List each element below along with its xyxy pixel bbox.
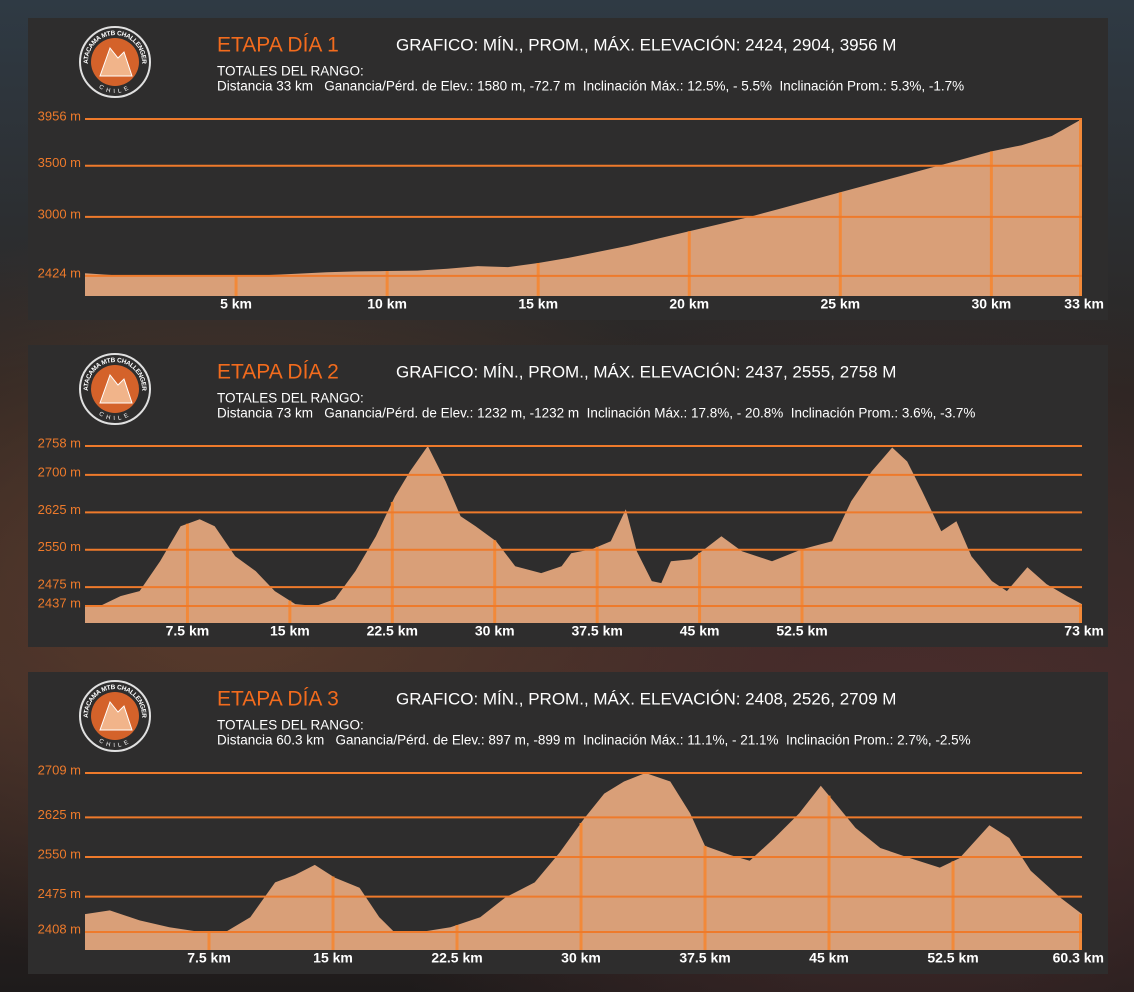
totals: Distancia 73 km Ganancia/Pérd. de Elev.:…: [217, 406, 975, 421]
y-tick-label: 2550 m: [38, 846, 81, 861]
x-tick-label: 25 km: [820, 296, 860, 312]
x-tick-label: 30 km: [475, 623, 515, 639]
y-tick-label: 2625 m: [38, 502, 81, 517]
logo-country-path: CHILE: [98, 411, 129, 422]
totals: Distancia 33 km Ganancia/Pérd. de Elev.:…: [217, 79, 964, 94]
logo-country-path: CHILE: [98, 738, 129, 749]
elevation-area: [85, 446, 1082, 623]
x-tick-label: 45 km: [680, 623, 720, 639]
stage-title: ETAPA DÍA 2: [217, 361, 339, 384]
x-tick-label: 15 km: [313, 950, 353, 966]
y-tick-label: 2625 m: [38, 807, 81, 822]
x-tick-label: 52.5 km: [927, 950, 978, 966]
logo-mountain: [99, 700, 133, 731]
elevation-area: [85, 119, 1082, 296]
x-tick-label: 22.5 km: [367, 623, 418, 639]
elevation-area: [85, 773, 1082, 950]
x-tick-label: 37.5 km: [679, 950, 730, 966]
y-tick-label: 2550 m: [38, 539, 81, 554]
y-tick-label: 3500 m: [38, 155, 81, 170]
y-tick-label: 2758 m: [38, 435, 81, 450]
y-tick-label: 2475 m: [38, 886, 81, 901]
y-tick-label: 2424 m: [38, 265, 81, 280]
elevation-summary: GRAFICO: MÍN., PROM., MÁX. ELEVACIÓN: 24…: [396, 689, 896, 708]
x-tick-label: 5 km: [220, 296, 252, 312]
elevation-summary: GRAFICO: MÍN., PROM., MÁX. ELEVACIÓN: 24…: [396, 35, 896, 54]
logo-mountain: [99, 373, 133, 404]
x-tick-label: 45 km: [809, 950, 849, 966]
y-tick-label: 2475 m: [38, 577, 81, 592]
logo-country-path: CHILE: [98, 84, 129, 95]
x-tick-label: 10 km: [367, 296, 407, 312]
x-tick-label: 30 km: [972, 296, 1012, 312]
elevation-summary: GRAFICO: MÍN., PROM., MÁX. ELEVACIÓN: 24…: [396, 362, 896, 381]
y-tick-label: 2700 m: [38, 464, 81, 479]
totals-label: TOTALES DEL RANGO:: [217, 64, 364, 79]
y-tick-label: 2709 m: [38, 762, 81, 777]
totals-label: TOTALES DEL RANGO:: [217, 391, 364, 406]
logo-country: CHILE: [98, 738, 132, 749]
x-tick-label: 15 km: [518, 296, 558, 312]
y-tick-label: 3956 m: [38, 108, 81, 123]
x-tick-label: 33 km: [1064, 296, 1104, 312]
x-tick-label: 15 km: [270, 623, 310, 639]
x-tick-label: 73 km: [1064, 623, 1104, 639]
x-tick-label: 20 km: [669, 296, 709, 312]
logo-mountain: [99, 46, 133, 77]
y-tick-label: 3000 m: [38, 206, 81, 221]
x-tick-label: 37.5 km: [571, 623, 622, 639]
y-tick-label: 2437 m: [38, 595, 81, 610]
totals: Distancia 60.3 km Ganancia/Pérd. de Elev…: [217, 733, 971, 748]
x-tick-label: 52.5 km: [776, 623, 827, 639]
x-tick-label: 60.3 km: [1053, 950, 1104, 966]
stage-title: ETAPA DÍA 1: [217, 34, 339, 57]
x-tick-label: 7.5 km: [187, 950, 231, 966]
stage-title: ETAPA DÍA 3: [217, 688, 339, 711]
logo-country: CHILE: [98, 84, 132, 95]
x-tick-label: 7.5 km: [166, 623, 210, 639]
totals-label: TOTALES DEL RANGO:: [217, 718, 364, 733]
y-tick-label: 2408 m: [38, 921, 81, 936]
x-tick-label: 30 km: [561, 950, 601, 966]
x-tick-label: 22.5 km: [431, 950, 482, 966]
logo-country: CHILE: [98, 411, 132, 422]
